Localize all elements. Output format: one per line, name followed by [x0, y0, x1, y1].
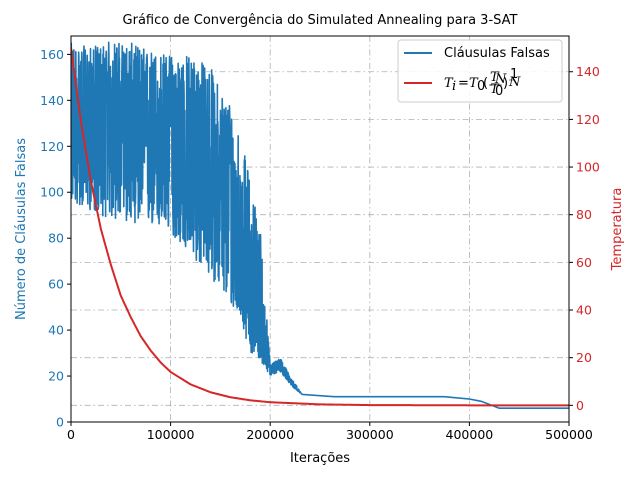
x-tick-label: 200000 — [246, 427, 294, 442]
y2-tick-label: 100 — [576, 160, 600, 175]
svg-text:0: 0 — [495, 84, 503, 99]
svg-text:T: T — [490, 70, 500, 85]
svg-text:): ) — [503, 76, 508, 91]
series-line-temperature — [71, 47, 569, 407]
y2-tick-label: 60 — [576, 255, 592, 270]
legend-box — [397, 39, 563, 103]
y-tick-label: 140 — [40, 93, 64, 108]
y-tick-label: 40 — [48, 323, 64, 338]
svg-text:=: = — [458, 76, 469, 91]
x-tick-label: 500000 — [545, 427, 593, 442]
y2-tick-label: 0 — [576, 398, 584, 413]
series-line-false-clauses — [71, 41, 569, 410]
grid — [70, 36, 570, 422]
y-axis-label: Número de Cláusulas Falsas — [14, 138, 29, 320]
y2-axis-label: Temperatura — [610, 188, 625, 272]
chart-title: Gráfico de Convergência do Simulated Ann… — [123, 13, 518, 28]
svg-text:0: 0 — [477, 79, 485, 94]
svg-text:1: 1 — [510, 67, 518, 82]
svg-text:i: i — [452, 79, 456, 94]
x-tick-label: 300000 — [346, 427, 394, 442]
svg-text:(: ( — [483, 76, 488, 91]
y-tick-label: 120 — [40, 139, 64, 154]
y2-tick-label: 40 — [576, 303, 592, 318]
svg-text:T: T — [444, 76, 454, 91]
y-tick-label: 60 — [48, 277, 64, 292]
plot-frame — [70, 35, 570, 423]
x-tick-label: 100000 — [147, 427, 195, 442]
y-tick-label: 100 — [40, 185, 64, 200]
y2-tick-label: 80 — [576, 207, 592, 222]
series-layer — [71, 41, 569, 410]
y2-tick-label: 140 — [576, 64, 600, 79]
x-tick-label: 400000 — [446, 427, 494, 442]
y-tick-label: 0 — [56, 415, 64, 430]
y-tick-label: 80 — [48, 231, 64, 246]
svg-text:N: N — [508, 75, 521, 90]
svg-text:N: N — [494, 72, 507, 87]
svg-text:T: T — [469, 76, 479, 91]
y-tick-label: 160 — [40, 47, 64, 62]
y2-tick-label: 120 — [576, 112, 600, 127]
legend: Cláusulas Falsas T i = T 0 ( T N T 0 ) 1… — [397, 39, 563, 103]
y2-tick-label: 20 — [576, 350, 592, 365]
axes: 0 100000 200000 300000 400000 500000020406080… — [40, 47, 600, 442]
y-tick-label: 20 — [48, 369, 64, 384]
x-axis-label: Iterações — [290, 451, 350, 466]
legend-label-false-clauses: Cláusulas Falsas — [444, 46, 550, 61]
svg-text:T: T — [490, 82, 500, 97]
x-tick-label: 0 — [67, 427, 75, 442]
legend-label-temperature: T i = T 0 ( T N T 0 ) 1 N — [444, 67, 521, 99]
